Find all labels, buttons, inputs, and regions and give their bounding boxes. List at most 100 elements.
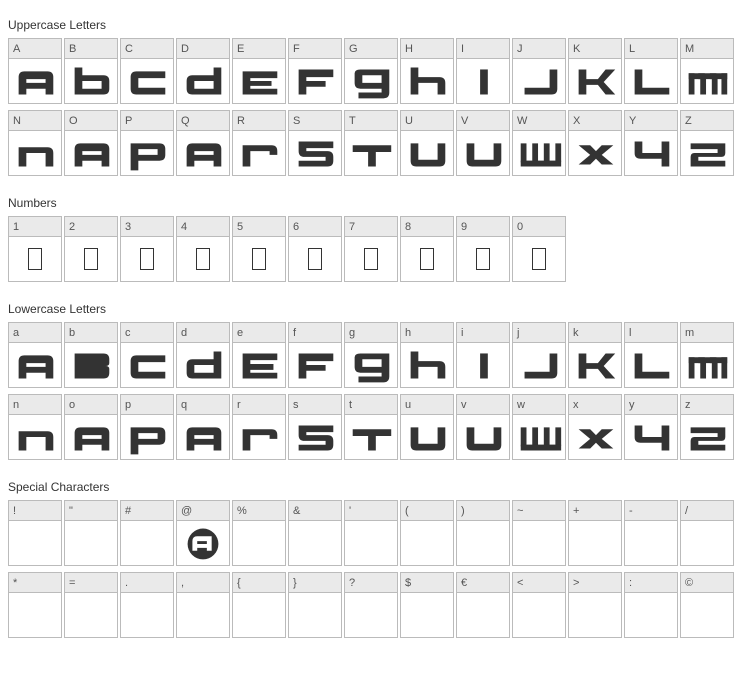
char-label: ' xyxy=(345,501,397,521)
char-label: } xyxy=(289,573,341,593)
char-cell: a xyxy=(8,322,62,388)
char-glyph xyxy=(65,415,117,459)
char-label: 3 xyxy=(121,217,173,237)
section-uppercase: Uppercase Letters ABCDEFGHIJKLMNOPQRSTUV… xyxy=(8,18,740,176)
char-glyph xyxy=(345,237,397,281)
empty-glyph-box xyxy=(252,248,266,270)
char-glyph xyxy=(233,521,285,565)
char-glyph xyxy=(121,131,173,175)
char-label: Z xyxy=(681,111,733,131)
char-cell: U xyxy=(400,110,454,176)
char-label: i xyxy=(457,323,509,343)
char-glyph xyxy=(681,343,733,387)
char-glyph xyxy=(457,343,509,387)
char-glyph xyxy=(569,343,621,387)
char-glyph xyxy=(625,415,677,459)
char-label: k xyxy=(569,323,621,343)
char-cell: Z xyxy=(680,110,734,176)
empty-glyph-box xyxy=(532,248,546,270)
char-glyph xyxy=(681,415,733,459)
char-label: F xyxy=(289,39,341,59)
char-glyph xyxy=(9,59,61,103)
char-label: 0 xyxy=(513,217,565,237)
char-cell: Q xyxy=(176,110,230,176)
char-cell: Y xyxy=(624,110,678,176)
char-cell: ( xyxy=(400,500,454,566)
char-label: q xyxy=(177,395,229,415)
char-glyph xyxy=(177,521,229,565)
char-glyph xyxy=(65,521,117,565)
char-glyph xyxy=(9,237,61,281)
char-label: © xyxy=(681,573,733,593)
char-cell: j xyxy=(512,322,566,388)
char-label: H xyxy=(401,39,453,59)
char-label: v xyxy=(457,395,509,415)
char-label: # xyxy=(121,501,173,521)
char-cell: M xyxy=(680,38,734,104)
char-cell: @ xyxy=(176,500,230,566)
char-cell: F xyxy=(288,38,342,104)
char-label: d xyxy=(177,323,229,343)
char-label: . xyxy=(121,573,173,593)
char-cell: ~ xyxy=(512,500,566,566)
char-glyph xyxy=(513,343,565,387)
char-glyph xyxy=(625,131,677,175)
char-glyph xyxy=(9,593,61,637)
char-glyph xyxy=(289,343,341,387)
char-label: $ xyxy=(401,573,453,593)
char-label: U xyxy=(401,111,453,131)
char-cell: P xyxy=(120,110,174,176)
char-glyph xyxy=(345,343,397,387)
char-glyph xyxy=(65,237,117,281)
char-glyph xyxy=(345,593,397,637)
char-glyph xyxy=(513,59,565,103)
char-glyph xyxy=(569,59,621,103)
char-cell: u xyxy=(400,394,454,460)
char-glyph xyxy=(401,237,453,281)
char-glyph xyxy=(121,521,173,565)
char-label: l xyxy=(625,323,677,343)
char-cell: ! xyxy=(8,500,62,566)
char-label: ~ xyxy=(513,501,565,521)
empty-glyph-box xyxy=(140,248,154,270)
char-cell: I xyxy=(456,38,510,104)
char-grid-special: !"#@%&'()~+-/*=.,{}?$€<>:© xyxy=(8,500,740,638)
char-label: g xyxy=(345,323,397,343)
char-cell: 4 xyxy=(176,216,230,282)
char-label: S xyxy=(289,111,341,131)
char-label: O xyxy=(65,111,117,131)
char-glyph xyxy=(625,343,677,387)
char-label: ( xyxy=(401,501,453,521)
char-label: + xyxy=(569,501,621,521)
empty-glyph-box xyxy=(196,248,210,270)
char-glyph xyxy=(401,521,453,565)
char-glyph xyxy=(681,131,733,175)
char-cell: . xyxy=(120,572,174,638)
char-label: 1 xyxy=(9,217,61,237)
char-label: C xyxy=(121,39,173,59)
section-title-numbers: Numbers xyxy=(8,196,740,210)
char-cell: s xyxy=(288,394,342,460)
char-cell: © xyxy=(680,572,734,638)
char-glyph xyxy=(513,593,565,637)
char-label: G xyxy=(345,39,397,59)
char-glyph xyxy=(289,131,341,175)
char-label: A xyxy=(9,39,61,59)
char-cell: ' xyxy=(344,500,398,566)
section-title-uppercase: Uppercase Letters xyxy=(8,18,740,32)
char-label: @ xyxy=(177,501,229,521)
char-cell: x xyxy=(568,394,622,460)
char-cell: T xyxy=(344,110,398,176)
char-cell: 5 xyxy=(232,216,286,282)
char-glyph xyxy=(233,59,285,103)
char-cell: > xyxy=(568,572,622,638)
char-cell: # xyxy=(120,500,174,566)
char-cell: m xyxy=(680,322,734,388)
char-cell: * xyxy=(8,572,62,638)
char-glyph xyxy=(289,593,341,637)
char-label: f xyxy=(289,323,341,343)
char-cell: 3 xyxy=(120,216,174,282)
char-label: > xyxy=(569,573,621,593)
char-cell: 6 xyxy=(288,216,342,282)
char-cell: < xyxy=(512,572,566,638)
